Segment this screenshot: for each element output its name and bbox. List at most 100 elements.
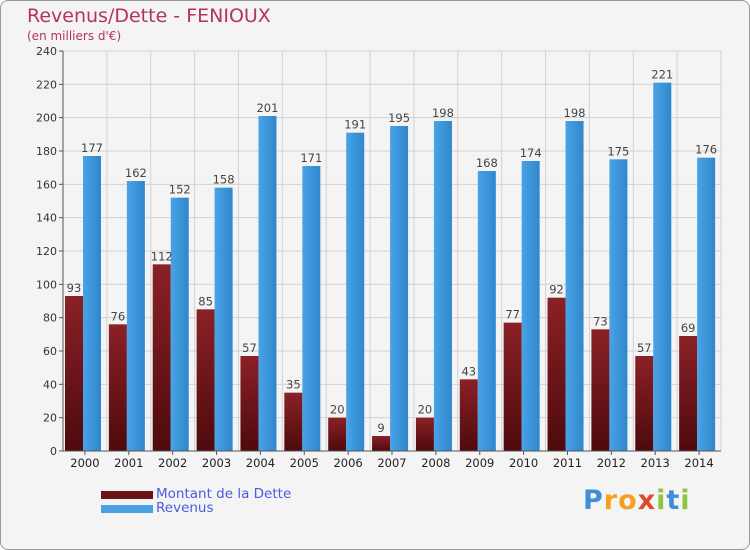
bar-revenus	[697, 157, 716, 451]
bar-revenus	[565, 121, 584, 451]
logo-letter: r	[603, 485, 619, 516]
data-label-revenus: 176	[695, 143, 717, 157]
x-tick-label: 2013	[641, 456, 670, 470]
data-label-dette: 92	[549, 283, 564, 297]
x-tick-label: 2010	[509, 456, 538, 470]
bar-dette	[196, 309, 215, 451]
data-label-dette: 9	[377, 421, 384, 435]
data-label-revenus: 162	[125, 166, 147, 180]
bar-revenus	[83, 156, 101, 451]
x-tick-label: 2002	[158, 456, 187, 470]
data-label-revenus: 177	[81, 141, 103, 155]
x-tick-label: 2012	[597, 456, 626, 470]
bar-revenus	[346, 132, 365, 451]
bar-revenus	[521, 161, 540, 451]
data-label-revenus: 168	[476, 156, 498, 170]
bar-dette	[591, 329, 610, 451]
data-label-revenus: 201	[256, 101, 278, 115]
data-label-revenus: 195	[388, 111, 410, 125]
bar-dette	[240, 356, 259, 451]
x-tick-label: 2011	[553, 456, 582, 470]
data-label-dette: 35	[286, 378, 301, 392]
y-tick-label: 140	[36, 212, 57, 225]
bar-dette	[328, 417, 347, 451]
x-tick-label: 2006	[333, 456, 362, 470]
y-tick-label: 160	[36, 178, 57, 191]
legend-label-revenus: Revenus	[156, 500, 214, 516]
logo-letter: i	[680, 485, 691, 516]
data-label-dette: 76	[111, 309, 126, 323]
data-label-revenus: 198	[432, 106, 454, 120]
data-label-revenus: 171	[300, 151, 322, 165]
x-tick-label: 2004	[246, 456, 275, 470]
bar-revenus	[390, 126, 409, 451]
y-tick-label: 100	[36, 278, 57, 291]
logo-letter: o	[618, 485, 638, 516]
proxiti-logo: Proxiti	[583, 485, 691, 516]
bar-dette	[459, 379, 478, 451]
bar-dette	[415, 417, 434, 451]
x-tick-label: 2000	[70, 456, 99, 470]
data-label-revenus: 175	[607, 144, 629, 158]
data-label-dette: 112	[151, 249, 173, 263]
bar-dette	[152, 264, 171, 451]
data-label-dette: 73	[593, 314, 608, 328]
y-tick-label: 240	[36, 45, 57, 58]
x-tick-label: 2007	[377, 456, 406, 470]
data-label-revenus: 198	[564, 106, 586, 120]
data-label-dette: 69	[681, 321, 696, 335]
bar-revenus	[433, 121, 452, 451]
y-tick-label: 120	[36, 245, 57, 258]
data-label-revenus: 174	[520, 146, 542, 160]
legend-swatch-dette	[101, 491, 153, 499]
x-tick-label: 2003	[202, 456, 231, 470]
bar-dette	[108, 324, 127, 451]
data-label-dette: 77	[505, 308, 520, 322]
legend-label-dette: Montant de la Dette	[156, 486, 292, 502]
bar-revenus	[258, 116, 277, 451]
legend-swatch-revenus	[101, 505, 153, 513]
chart-title: Revenus/Dette - FENIOUX	[27, 5, 271, 27]
bar-revenus	[214, 187, 233, 451]
data-label-dette: 57	[242, 341, 257, 355]
data-label-dette: 43	[461, 364, 476, 378]
bar-revenus	[170, 197, 189, 451]
chart-subtitle: (en milliers d'€)	[27, 29, 122, 43]
bar-revenus	[609, 159, 628, 452]
y-tick-label: 80	[43, 312, 57, 325]
y-tick-label: 40	[43, 378, 57, 391]
bar-dette	[284, 392, 303, 451]
x-tick-label: 2014	[684, 456, 713, 470]
data-label-dette: 20	[418, 403, 433, 417]
logo-letter: x	[637, 485, 657, 516]
bar-revenus	[126, 181, 145, 451]
x-tick-label: 2009	[465, 456, 494, 470]
data-label-dette: 93	[67, 281, 82, 295]
logo-letter: P	[583, 485, 604, 516]
data-label-dette: 57	[637, 341, 652, 355]
y-tick-label: 0	[50, 445, 57, 458]
bar-revenus	[477, 171, 496, 451]
data-label-revenus: 158	[213, 173, 235, 187]
x-tick-label: 2001	[114, 456, 143, 470]
bar-dette	[679, 336, 698, 451]
data-label-dette: 20	[330, 403, 345, 417]
bar-revenus	[653, 82, 672, 452]
x-tick-label: 2005	[290, 456, 319, 470]
logo-letter: t	[666, 485, 681, 516]
bar-dette	[547, 297, 566, 451]
data-label-dette: 85	[198, 294, 213, 308]
bar-revenus	[302, 166, 321, 451]
x-tick-label: 2008	[421, 456, 450, 470]
y-tick-label: 180	[36, 145, 57, 158]
bar-dette	[372, 436, 391, 451]
bar-dette	[65, 296, 83, 451]
data-label-revenus: 221	[651, 68, 673, 82]
bar-dette	[635, 356, 654, 451]
y-tick-label: 20	[43, 412, 57, 425]
data-label-revenus: 152	[169, 183, 191, 197]
bar-dette	[503, 322, 522, 451]
y-tick-label: 200	[36, 112, 57, 125]
